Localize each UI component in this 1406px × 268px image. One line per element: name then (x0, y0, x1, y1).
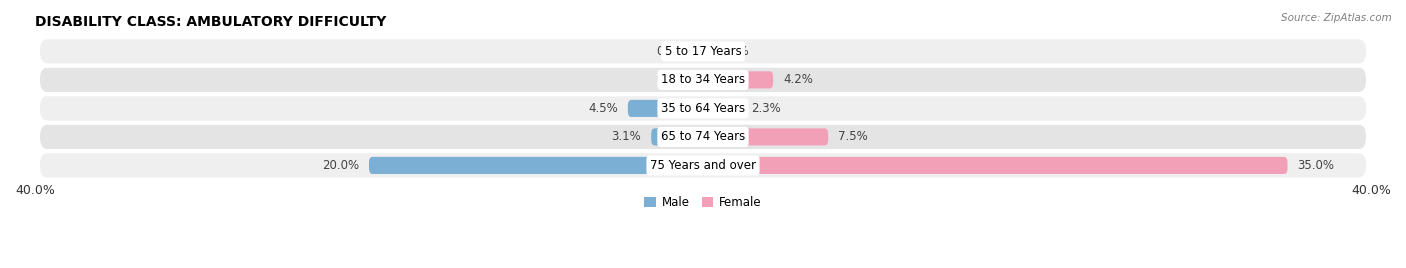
FancyBboxPatch shape (651, 128, 703, 146)
Text: 7.5%: 7.5% (838, 131, 868, 143)
Text: DISABILITY CLASS: AMBULATORY DIFFICULTY: DISABILITY CLASS: AMBULATORY DIFFICULTY (35, 15, 387, 29)
Text: 2.3%: 2.3% (751, 102, 782, 115)
Text: 35 to 64 Years: 35 to 64 Years (661, 102, 745, 115)
FancyBboxPatch shape (39, 125, 1367, 149)
Text: 0.0%: 0.0% (720, 45, 749, 58)
Legend: Male, Female: Male, Female (640, 191, 766, 214)
FancyBboxPatch shape (39, 96, 1367, 121)
Text: 4.5%: 4.5% (588, 102, 617, 115)
Text: 5 to 17 Years: 5 to 17 Years (665, 45, 741, 58)
FancyBboxPatch shape (368, 157, 703, 174)
FancyBboxPatch shape (703, 128, 828, 146)
FancyBboxPatch shape (703, 100, 741, 117)
Text: 35.0%: 35.0% (1298, 159, 1334, 172)
FancyBboxPatch shape (39, 39, 1367, 64)
Text: Source: ZipAtlas.com: Source: ZipAtlas.com (1281, 13, 1392, 23)
FancyBboxPatch shape (39, 153, 1367, 177)
Text: 0.0%: 0.0% (657, 73, 686, 86)
FancyBboxPatch shape (703, 157, 1288, 174)
Text: 3.1%: 3.1% (612, 131, 641, 143)
FancyBboxPatch shape (39, 68, 1367, 92)
Text: 65 to 74 Years: 65 to 74 Years (661, 131, 745, 143)
FancyBboxPatch shape (628, 100, 703, 117)
Text: 18 to 34 Years: 18 to 34 Years (661, 73, 745, 86)
FancyBboxPatch shape (703, 71, 773, 88)
Text: 4.2%: 4.2% (783, 73, 813, 86)
Text: 75 Years and over: 75 Years and over (650, 159, 756, 172)
Text: 20.0%: 20.0% (322, 159, 359, 172)
Text: 0.0%: 0.0% (657, 45, 686, 58)
